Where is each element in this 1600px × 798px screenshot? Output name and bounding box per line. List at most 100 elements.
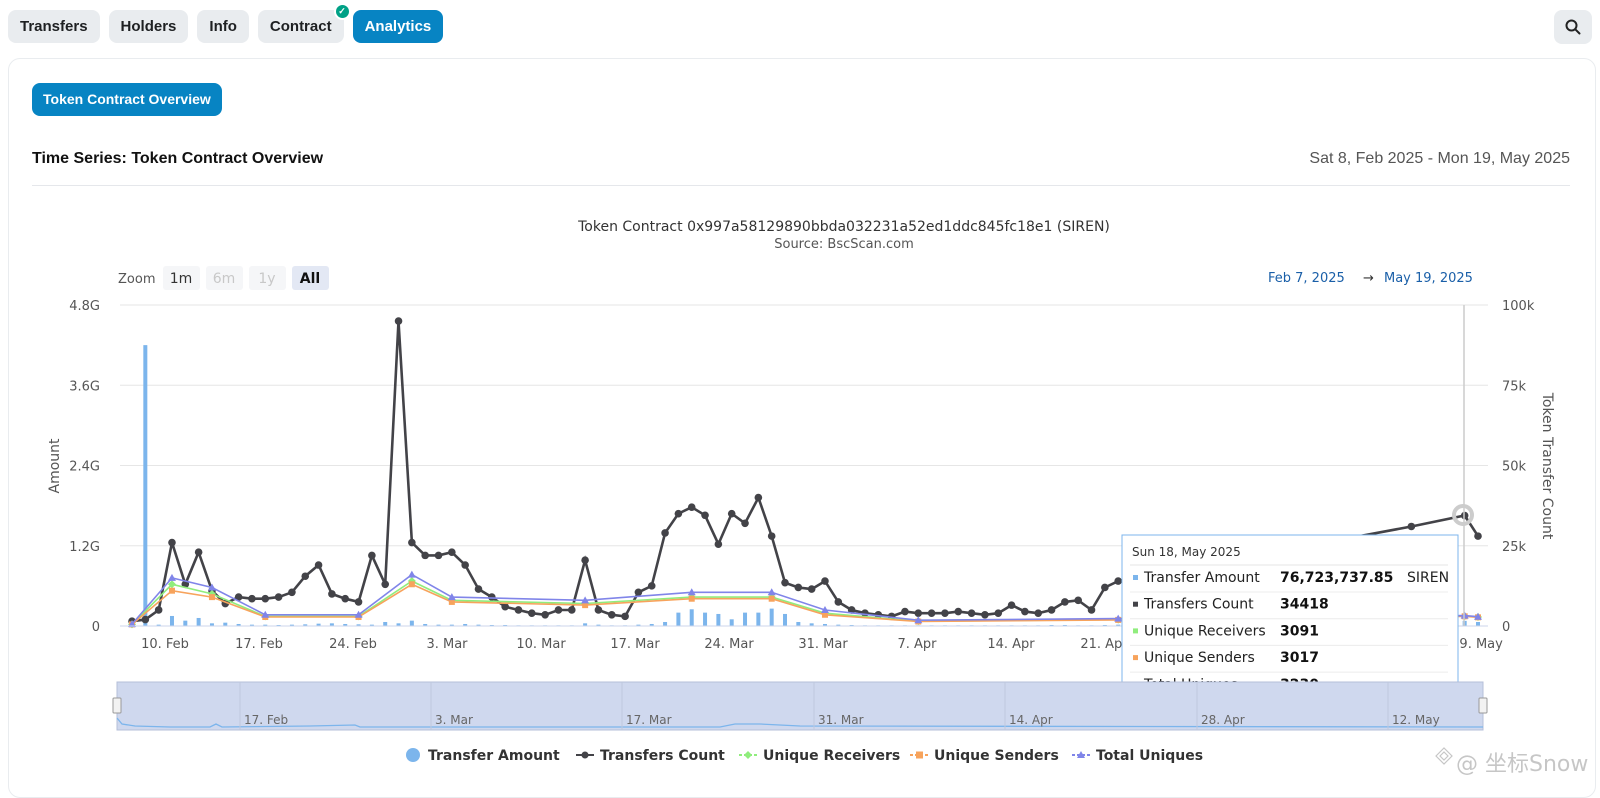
- transfer-amount-bar: [1476, 621, 1480, 626]
- transfer-amount-bar: [1049, 624, 1054, 626]
- transfers-count-point: [328, 590, 336, 598]
- transfers-count-point: [354, 598, 363, 606]
- x-tick-label: 14. Apr: [987, 637, 1035, 652]
- transfers-count-point: [154, 606, 163, 614]
- legend: Transfer Amount Transfers Count Unique Rec…: [406, 748, 1203, 764]
- tooltip-series-label: Transfers Count: [1143, 597, 1254, 613]
- legend-item-transfer-amount[interactable]: Transfer Amount: [406, 748, 560, 764]
- transfers-count-point: [488, 593, 496, 601]
- x-tick-label: 21. Apr: [1080, 637, 1128, 652]
- unique-senders-point: [168, 587, 175, 594]
- navigator-labels: 17. Feb 3. Mar 17. Mar 31. Mar 14. Apr 28. Ap…: [239, 682, 1440, 730]
- transfer-amount-bar: [143, 345, 148, 626]
- navigator-series: [116, 717, 1484, 728]
- total-uniques-point: [447, 593, 456, 601]
- transfer-amount-bar: [449, 624, 454, 626]
- tab-analytics[interactable]: Analytics: [352, 10, 444, 43]
- legend-label: Unique Senders: [934, 748, 1059, 764]
- watermark-text: @ 坐标Snow: [1456, 752, 1588, 777]
- legend-item-unique-senders[interactable]: Unique Senders: [910, 748, 1059, 764]
- tooltip-series-label: Unique Receivers: [1144, 623, 1266, 639]
- y-right-tick-label: 75k: [1502, 379, 1527, 394]
- transfer-amount-bar: [596, 624, 601, 626]
- navigator-left-handle[interactable]: [112, 697, 122, 714]
- transfer-amount-bar: [396, 623, 401, 626]
- transfers-count-point: [634, 588, 643, 597]
- navigator-label: 17. Feb: [244, 713, 288, 727]
- transfer-amount-bar: [289, 624, 294, 626]
- transfers-count-point: [834, 598, 843, 606]
- zoom-1m-button[interactable]: [163, 266, 200, 290]
- transfer-amount-bar: [196, 617, 201, 626]
- tab-info[interactable]: Info: [197, 10, 249, 43]
- legend-item-total-uniques[interactable]: Total Uniques: [1072, 748, 1203, 764]
- zoom-1y-button[interactable]: [249, 266, 286, 290]
- transfers-count-point: [274, 593, 283, 601]
- transfer-amount-bar: [716, 613, 721, 626]
- transfer-amount-bar: [689, 609, 694, 626]
- token-contract-overview-button[interactable]: Token Contract Overview: [32, 83, 222, 116]
- legend-item-transfers-count[interactable]: Transfers Count: [576, 748, 725, 764]
- y-right-tick-label: 50k: [1502, 460, 1527, 475]
- x-axis: 10. Feb 17. Feb 24. Feb 3. Mar 10. Mar 17. Ma…: [120, 625, 1503, 652]
- transfers-count-point: [408, 538, 416, 547]
- transfers-count-point: [754, 493, 763, 502]
- transfers-count-point: [1007, 601, 1016, 609]
- transfers-count-point: [474, 585, 483, 593]
- transfer-amount-bar: [316, 623, 321, 626]
- transfers-count-point: [687, 503, 696, 512]
- tooltip-series-marker: [1133, 655, 1138, 661]
- transfer-amount-bar: [822, 623, 827, 626]
- transfer-amount-bar: [503, 624, 508, 626]
- transfer-amount-bar: [423, 623, 428, 626]
- search-button[interactable]: [1554, 10, 1592, 44]
- transfers-count-point: [1474, 532, 1482, 540]
- tab-holders[interactable]: Holders: [108, 10, 189, 43]
- legend-item-unique-receivers[interactable]: Unique Receivers: [739, 748, 900, 764]
- navigator-label: 12. May: [1392, 713, 1440, 727]
- transfers-count-point: [234, 593, 243, 601]
- navigator-mask[interactable]: [116, 681, 1484, 731]
- y-axis-left-title: Amount: [47, 438, 63, 494]
- total-uniques-point: [354, 610, 363, 618]
- transfers-count-point: [368, 551, 376, 560]
- unique-senders-point: [768, 595, 775, 602]
- transfers-count-point: [1021, 607, 1029, 616]
- transfer-amount-bar: [703, 612, 708, 626]
- transfers-count-point: [381, 580, 390, 589]
- transfers-count-point: [1074, 596, 1082, 605]
- zoom-1y-label: 1y: [258, 271, 275, 287]
- transfers-count-point: [528, 609, 536, 617]
- transfers-count-point: [461, 561, 469, 569]
- range-from-input[interactable]: Feb 7, 2025: [1268, 271, 1345, 286]
- verified-check-icon: ✓: [333, 3, 351, 20]
- x-tick-label: 10. Mar: [516, 637, 566, 652]
- total-uniques-point: [407, 570, 416, 578]
- navigator-right-handle[interactable]: [1478, 697, 1488, 714]
- transfers-count-point: [821, 577, 829, 585]
- tooltip-series-marker: [1133, 628, 1138, 634]
- transfers-count-point: [581, 556, 589, 564]
- transfers-count-point: [914, 609, 923, 617]
- transfers-count-point: [301, 572, 310, 581]
- transfers-count-point: [994, 609, 1003, 617]
- section-title: Time Series: Token Contract Overview: [32, 150, 324, 167]
- hover-marker: [1452, 504, 1474, 526]
- transfers-count-point: [741, 519, 749, 528]
- transfers-count-point: [674, 509, 683, 518]
- transfers-count-point: [967, 609, 976, 617]
- legend-symbol: [916, 751, 923, 759]
- chart-subtitle: Source: BscScan.com: [774, 237, 914, 252]
- tab-contract[interactable]: Contract ✓: [257, 3, 351, 43]
- tab-transfers[interactable]: Transfers: [8, 10, 100, 43]
- transfers-count-point: [567, 606, 576, 614]
- zoom-all-button[interactable]: [292, 266, 329, 290]
- transfer-amount-bar: [756, 612, 761, 626]
- watermark: @ 坐标Snow: [1435, 747, 1588, 777]
- transfers-count-point: [781, 578, 789, 587]
- transfer-amount-bar: [743, 612, 748, 626]
- range-to-input[interactable]: May 19, 2025: [1384, 271, 1473, 286]
- zoom-6m-button[interactable]: [206, 266, 243, 290]
- x-tick-label: 31. Mar: [798, 637, 848, 652]
